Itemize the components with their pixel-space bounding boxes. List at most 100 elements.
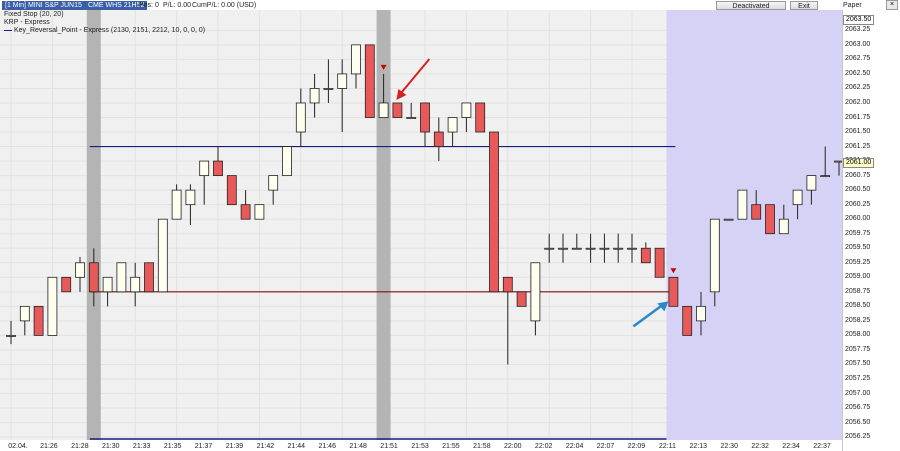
candle-body bbox=[378, 102, 389, 118]
gray-band bbox=[86, 10, 101, 440]
candle-body bbox=[696, 305, 706, 322]
candle-body bbox=[475, 102, 486, 133]
red-arrow-icon bbox=[396, 88, 407, 100]
y-tick-label: 2056.25 bbox=[845, 433, 871, 441]
chart-plot-area: Fixed Stop (20, 20) KRP - Express Key_Re… bbox=[0, 10, 842, 440]
x-tick-label: 21:55 bbox=[442, 443, 460, 450]
candle-body bbox=[834, 160, 842, 163]
x-tick-label: 21:51 bbox=[380, 443, 398, 450]
blue-arrow-icon bbox=[657, 301, 669, 312]
candle-body bbox=[6, 335, 16, 337]
candle-body bbox=[282, 146, 292, 177]
legend-key-reversal-label: Key_Reversal_Point - Express (2130, 2151… bbox=[14, 27, 206, 34]
candle-body bbox=[130, 276, 141, 293]
candle-body bbox=[351, 44, 361, 75]
x-tick-label: 21:58 bbox=[473, 443, 491, 450]
candlestick-chart bbox=[0, 10, 842, 440]
status-header: [1 Min] MINI S&P JUN15 CME WHS 21H52 Pos… bbox=[0, 0, 900, 10]
candle-body bbox=[213, 160, 223, 177]
x-tick-label: 22:00 bbox=[504, 443, 522, 450]
y-tick-label: 2062.00 bbox=[845, 98, 871, 106]
x-tick-label: 22:32 bbox=[751, 443, 769, 450]
y-tick-label: 2059.50 bbox=[845, 244, 871, 252]
x-tick-label: 22:30 bbox=[720, 443, 738, 450]
y-tick-label: 2058.50 bbox=[845, 302, 871, 310]
top-price-box: 2063.50 bbox=[843, 15, 875, 25]
y-tick-label: 2058.00 bbox=[845, 331, 871, 339]
x-tick-label: 21:48 bbox=[349, 443, 367, 450]
time-axis: 02.04. 21:26 21:28 21:30 21:33 21:35 21:37 21:3… bbox=[0, 440, 842, 451]
x-tick-label: 21:33 bbox=[132, 443, 151, 450]
legend-fixed-stop: Fixed Stop (20, 20) bbox=[4, 11, 64, 18]
candle-body bbox=[116, 262, 127, 293]
candle-body bbox=[820, 175, 831, 178]
candle-body bbox=[723, 218, 734, 221]
candle-body bbox=[406, 117, 417, 119]
y-tick-label: 2061.75 bbox=[845, 113, 871, 121]
candle-body bbox=[337, 73, 348, 89]
y-tick-label: 2062.25 bbox=[845, 84, 871, 92]
candle-body bbox=[102, 276, 113, 293]
y-tick-label: 2059.00 bbox=[845, 273, 871, 281]
candle-body bbox=[682, 305, 693, 336]
y-tick-label: 2060.75 bbox=[845, 171, 871, 179]
candle-body bbox=[61, 276, 72, 293]
x-tick-label: 21:35 bbox=[163, 443, 182, 450]
candle-body bbox=[240, 204, 251, 220]
x-tick-label: 21:42 bbox=[256, 443, 275, 450]
x-tick-label: 22:07 bbox=[596, 443, 615, 450]
pl-text: P/L: 0.00 bbox=[163, 2, 192, 9]
y-tick-label: 2057.00 bbox=[845, 389, 871, 397]
candle-body bbox=[309, 88, 320, 104]
y-tick-label: 2062.50 bbox=[845, 69, 871, 77]
legend-line-icon bbox=[4, 29, 12, 31]
y-tick-label: 2062.75 bbox=[845, 55, 871, 63]
y-tick-label: 2061.50 bbox=[845, 128, 871, 136]
y-tick-label: 2059.75 bbox=[845, 229, 871, 237]
candle-body bbox=[268, 175, 279, 191]
candle-body bbox=[461, 102, 472, 118]
signal-marker bbox=[670, 268, 677, 274]
x-tick-label: 22:34 bbox=[782, 443, 800, 450]
window-close-icon[interactable]: × bbox=[886, 0, 898, 10]
candle-body bbox=[778, 218, 789, 235]
y-tick-label: 2056.75 bbox=[845, 404, 871, 412]
x-tick-label: 22:02 bbox=[534, 443, 553, 450]
y-tick-label: 2061.25 bbox=[845, 142, 871, 150]
legend-key-reversal: Key_Reversal_Point - Express (2130, 2151… bbox=[4, 26, 205, 35]
candle-body bbox=[640, 247, 651, 264]
x-tick-label: 21:39 bbox=[225, 443, 244, 450]
current-price-box: 2061.00 bbox=[843, 158, 875, 168]
red-arrow-shaft bbox=[398, 58, 431, 96]
candle-body bbox=[47, 276, 58, 336]
candle-body bbox=[254, 204, 265, 220]
candle-body bbox=[613, 247, 624, 250]
candle-body bbox=[323, 88, 334, 90]
deactivated-button[interactable]: Deactivated bbox=[716, 1, 786, 10]
candle-body bbox=[19, 305, 30, 322]
x-tick-label: 21:28 bbox=[71, 443, 89, 450]
candle-body bbox=[33, 305, 44, 336]
x-tick-label: 21:44 bbox=[287, 443, 306, 450]
candle-body bbox=[88, 262, 99, 293]
candle-body bbox=[364, 44, 375, 118]
paper-label: Paper bbox=[843, 2, 862, 9]
candle-body bbox=[144, 262, 154, 293]
candle-body bbox=[489, 131, 499, 293]
candle-body bbox=[627, 247, 637, 250]
blue-arrow-shaft bbox=[632, 303, 665, 328]
x-tick-label: 21:53 bbox=[411, 443, 429, 450]
candle-body bbox=[199, 160, 210, 177]
candle-body bbox=[433, 131, 444, 147]
candle-body bbox=[558, 247, 568, 250]
exit-button[interactable]: Exit bbox=[790, 1, 818, 10]
x-tick-label: 22:37 bbox=[813, 443, 831, 450]
x-tick-label: 21:26 bbox=[40, 443, 58, 450]
x-tick-label: 21:46 bbox=[318, 443, 336, 450]
candle-body bbox=[599, 247, 610, 250]
y-tick-label: 2060.25 bbox=[845, 200, 871, 208]
candle-body bbox=[709, 218, 720, 293]
candle-body bbox=[75, 262, 85, 278]
candle-body bbox=[806, 175, 817, 191]
y-tick-label: 2058.75 bbox=[845, 287, 871, 295]
